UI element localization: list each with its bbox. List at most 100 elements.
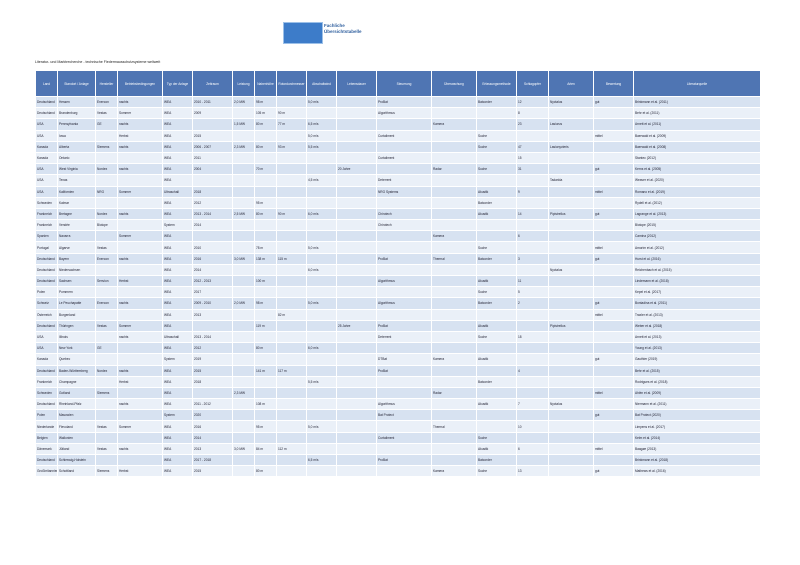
table-cell: WEA xyxy=(162,286,193,299)
table-cell: Kanada xyxy=(35,140,58,153)
table-cell xyxy=(336,442,377,456)
table-cell: 117 m xyxy=(276,364,307,377)
table-cell xyxy=(95,409,118,422)
table-cell: Vestas xyxy=(95,241,118,254)
table-cell xyxy=(336,364,377,377)
table-cell: Österreich xyxy=(35,308,58,321)
table-cell xyxy=(232,342,255,355)
table-cell xyxy=(276,398,307,411)
table-cell xyxy=(306,107,337,120)
table-cell: ProBat xyxy=(376,364,432,377)
table-cell: Pennsylvania xyxy=(57,118,96,131)
table-cell: Hurst et al. (2016) xyxy=(633,252,761,265)
table-cell: Schweden xyxy=(35,386,58,400)
logo-line: Übersichtstabelle xyxy=(324,29,362,34)
table-cell xyxy=(593,342,634,355)
table-cell xyxy=(548,274,594,288)
table-cell: ProBat xyxy=(376,252,432,265)
table-cell: Mathews et al. (2016) xyxy=(633,465,761,478)
table-cell: Deutschland xyxy=(35,107,58,120)
table-cell: Nyctalus xyxy=(548,95,594,109)
table-cell xyxy=(254,409,277,422)
table-cell: gut xyxy=(593,297,634,310)
table-cell xyxy=(336,151,377,165)
table-cell xyxy=(254,330,277,344)
table-cell xyxy=(516,453,549,467)
table-cell: Batcorder xyxy=(476,95,517,109)
table-cell: Schleswig-Holstein xyxy=(57,453,96,467)
table-cell: Le Peuchapatte xyxy=(57,297,96,310)
table-cell: Suche xyxy=(476,431,517,444)
table-cell: WEA xyxy=(162,151,193,165)
column-header: Erfassungsmethode xyxy=(476,70,517,97)
table-cell: Behr et al. (2015) xyxy=(633,364,761,377)
table-cell xyxy=(593,140,634,153)
table-cell xyxy=(95,431,118,444)
table-cell: Herbst xyxy=(117,375,163,388)
table-cell: Reichenbach et al. (2015) xyxy=(633,263,761,277)
table-cell xyxy=(232,420,255,433)
table-cell xyxy=(336,409,377,422)
table-cell: Weaver et al. (2020) xyxy=(633,174,761,187)
table-cell: Schweiz xyxy=(35,297,58,310)
table-cell xyxy=(516,129,549,142)
table-cell: 98 m xyxy=(254,95,277,109)
table-cell: 80 m xyxy=(254,465,277,478)
table-cell: WEA xyxy=(162,129,193,142)
table-cell: 31 xyxy=(516,163,549,176)
table-cell xyxy=(516,353,549,366)
table-cell xyxy=(431,263,477,277)
table-row: USA Iowa Herbst WEA 2015 5,0 m/s Curtailment Su… xyxy=(35,129,761,142)
table-cell: Sommer xyxy=(117,185,163,198)
table-row: Portugal Algarve Vestas WEA 2010 78 m 5,0 m/s S… xyxy=(35,241,761,254)
table-cell xyxy=(336,453,377,467)
table-cell: 93 m xyxy=(276,140,307,153)
table-cell: Herbst xyxy=(117,465,163,478)
table-cell: WEA xyxy=(162,274,193,288)
table-cell: Young et al. (2013) xyxy=(633,342,761,355)
table-cell: 2012 xyxy=(192,342,233,355)
table-cell xyxy=(336,330,377,344)
table-cell xyxy=(548,386,594,400)
table-cell xyxy=(548,375,594,388)
table-cell xyxy=(431,398,477,411)
table-cell: 2018 xyxy=(192,375,233,388)
table-cell xyxy=(516,196,549,209)
table-cell: Nordex xyxy=(95,207,118,221)
table-cell xyxy=(431,174,477,187)
table-cell: Ultraschall xyxy=(162,330,193,344)
table-cell xyxy=(95,151,118,165)
table-cell: Deutschland xyxy=(35,252,58,265)
table-cell xyxy=(276,163,307,176)
table-row: USA Pennsylvania GE nachts WEA 1,5 MW 80 m 77 m… xyxy=(35,118,761,131)
table-cell: 80 m xyxy=(254,342,277,355)
table-cell xyxy=(117,174,163,187)
table-cell: Deutschland xyxy=(35,95,58,109)
table-cell xyxy=(431,95,477,109)
table-cell xyxy=(376,308,432,321)
table-cell: Senvion xyxy=(95,274,118,288)
table-cell xyxy=(376,118,432,131)
table-cell xyxy=(336,386,377,400)
table-cell xyxy=(516,375,549,388)
logo-text: Fachliche Übersichtstabelle xyxy=(324,23,362,35)
table-cell xyxy=(276,151,307,165)
table-cell xyxy=(306,308,337,321)
table-cell: Bat Protect xyxy=(376,409,432,422)
table-cell xyxy=(431,196,477,209)
table-cell: Thüringen xyxy=(57,319,96,332)
table-cell: 105 m xyxy=(254,107,277,120)
table-cell: 6,0 m/s xyxy=(306,263,337,277)
table-row: Schweiz Le Peuchapatte Enercon nachts WEA 200… xyxy=(35,297,761,310)
table-cell xyxy=(431,274,477,288)
table-cell: Stantec (2012) xyxy=(633,151,761,165)
table-cell: Radar xyxy=(431,163,477,176)
table-cell: 2004 xyxy=(192,163,233,176)
table-cell xyxy=(95,308,118,321)
table-cell: GE xyxy=(95,118,118,131)
table-cell xyxy=(516,263,549,277)
table-cell xyxy=(593,174,634,187)
table-cell: Alberta xyxy=(57,140,96,153)
table-cell: Siemens xyxy=(95,386,118,400)
table-cell xyxy=(276,129,307,142)
